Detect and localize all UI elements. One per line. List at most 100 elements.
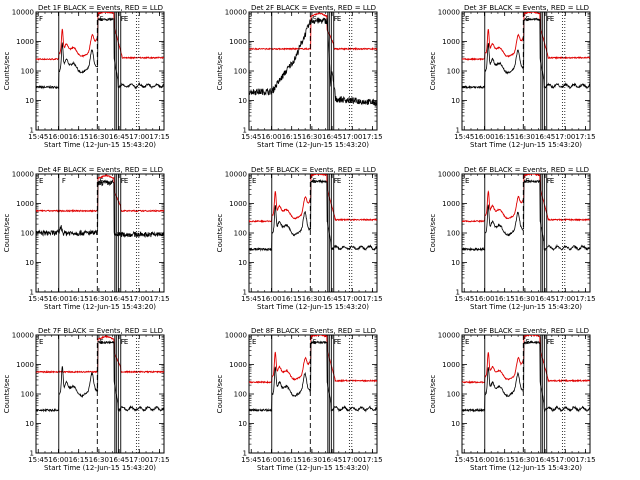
x-tick-label: 16:00 bbox=[48, 456, 68, 464]
y-tick-label: 10 bbox=[451, 259, 460, 267]
plot-frame bbox=[248, 173, 378, 293]
plot-area bbox=[462, 335, 590, 413]
y-tick-label: 1 bbox=[30, 289, 34, 297]
series-lld-line bbox=[36, 335, 164, 374]
y-tick-label: 1 bbox=[30, 450, 34, 458]
marker-letter: S bbox=[99, 15, 104, 23]
series-lld-line bbox=[462, 335, 590, 384]
plot-area bbox=[36, 335, 164, 413]
detector-panel: Det 3F BLACK = Events, RED = LLD 1 10 100 10… bbox=[429, 4, 596, 149]
series-events-line bbox=[36, 17, 164, 90]
detector-panel: Det 2F BLACK = Events, RED = LLD 1 10 100 10… bbox=[216, 4, 383, 149]
x-tick-label: 16:30 bbox=[89, 295, 109, 303]
plot-frame bbox=[248, 334, 378, 454]
x-tick-label: 17:00 bbox=[555, 133, 575, 141]
y-axis-label: Counts/sec bbox=[429, 375, 437, 414]
marker-letter: F bbox=[547, 338, 551, 346]
series-events-line bbox=[249, 340, 377, 413]
y-tick-label: 10 bbox=[451, 420, 460, 428]
x-tick-label: 16:15 bbox=[495, 456, 515, 464]
y-tick-label: 1000 bbox=[442, 38, 460, 46]
y-tick-label: 100 bbox=[447, 68, 460, 76]
y-tick-label: 1 bbox=[456, 289, 460, 297]
x-tick-label: 16:45 bbox=[322, 295, 342, 303]
marker-letter: S bbox=[525, 177, 530, 185]
x-tick-label: 16:15 bbox=[69, 133, 89, 141]
x-tick-label: 15:45 bbox=[454, 456, 474, 464]
marker-letter: S bbox=[99, 338, 104, 346]
y-tick-label: 100 bbox=[21, 230, 34, 238]
series-events-line bbox=[36, 340, 164, 413]
y-tick-label: 10 bbox=[25, 97, 34, 105]
marker-letter: E bbox=[550, 177, 554, 185]
marker-letter: E bbox=[337, 15, 341, 23]
panel-title: Det 4F BLACK = Events, RED = LLD bbox=[38, 166, 163, 174]
x-axis-label: Start Time (12-Jun-15 15:43:20) bbox=[257, 464, 369, 472]
marker-letter: S bbox=[312, 177, 317, 185]
x-tick-label: 15:45 bbox=[454, 295, 474, 303]
marker-letter: E bbox=[550, 338, 554, 346]
y-tick-label: 1000 bbox=[16, 200, 34, 208]
marker-letter: S bbox=[99, 177, 104, 185]
y-tick-label: 10000 bbox=[12, 9, 34, 17]
y-tick-label: 1000 bbox=[229, 200, 247, 208]
y-tick-label: 10 bbox=[451, 97, 460, 105]
x-tick-label: 15:45 bbox=[28, 295, 48, 303]
marker-letter: F bbox=[334, 15, 338, 23]
x-tick-label: 16:45 bbox=[535, 456, 555, 464]
plot-area bbox=[249, 12, 377, 107]
x-tick-label: 17:15 bbox=[362, 133, 382, 141]
marker-letter: F bbox=[121, 338, 125, 346]
marker-letter: E bbox=[337, 177, 341, 185]
y-axis-label: Counts/sec bbox=[429, 52, 437, 91]
x-tick-label: 17:00 bbox=[129, 295, 149, 303]
x-tick-label: 17:00 bbox=[129, 133, 149, 141]
y-tick-label: 1000 bbox=[229, 38, 247, 46]
x-tick-label: 16:45 bbox=[535, 133, 555, 141]
y-tick-label: 10 bbox=[238, 97, 247, 105]
y-tick-label: 1 bbox=[243, 289, 247, 297]
x-tick-label: 17:15 bbox=[149, 295, 169, 303]
x-tick-label: 16:30 bbox=[302, 456, 322, 464]
y-tick-label: 10000 bbox=[438, 332, 460, 340]
panel-title: Det 3F BLACK = Events, RED = LLD bbox=[464, 4, 589, 12]
x-tick-label: 16:00 bbox=[474, 295, 494, 303]
plot-area bbox=[249, 174, 377, 252]
y-axis-label: Counts/sec bbox=[216, 52, 224, 91]
marker-letter: F bbox=[334, 338, 338, 346]
panel-title: Det 2F BLACK = Events, RED = LLD bbox=[251, 4, 376, 12]
x-tick-label: 17:15 bbox=[149, 456, 169, 464]
x-tick-label: 15:45 bbox=[28, 456, 48, 464]
x-axis-label: Start Time (12-Jun-15 15:43:20) bbox=[44, 464, 156, 472]
y-tick-label: 100 bbox=[447, 230, 460, 238]
x-tick-label: 16:00 bbox=[48, 133, 68, 141]
series-events-line bbox=[249, 178, 377, 252]
marker-letter: F bbox=[334, 177, 338, 185]
marker-letter: F bbox=[121, 15, 125, 23]
series-events-line bbox=[462, 179, 590, 252]
x-tick-label: 16:30 bbox=[302, 133, 322, 141]
y-tick-label: 1 bbox=[243, 450, 247, 458]
marker-letter: E bbox=[124, 177, 128, 185]
x-tick-label: 16:00 bbox=[261, 133, 281, 141]
x-tick-label: 16:00 bbox=[48, 295, 68, 303]
x-tick-label: 15:45 bbox=[241, 456, 261, 464]
y-axis-label: Counts/sec bbox=[3, 214, 11, 253]
x-tick-label: 16:30 bbox=[515, 133, 535, 141]
y-tick-label: 10 bbox=[25, 259, 34, 267]
series-lld-line bbox=[462, 12, 590, 61]
y-tick-label: 10000 bbox=[438, 9, 460, 17]
x-tick-label: 17:15 bbox=[362, 456, 382, 464]
plot-area bbox=[462, 12, 590, 90]
x-tick-label: 17:00 bbox=[555, 456, 575, 464]
x-tick-label: 16:30 bbox=[89, 456, 109, 464]
panel-title: Det 7F BLACK = Events, RED = LLD bbox=[38, 327, 163, 335]
x-axis-label: Start Time (12-Jun-15 15:43:20) bbox=[470, 303, 582, 311]
marker-letter: E bbox=[337, 338, 341, 346]
plot-frame bbox=[35, 11, 165, 131]
y-tick-label: 1000 bbox=[442, 200, 460, 208]
y-tick-label: 10000 bbox=[225, 9, 247, 17]
series-events-line bbox=[249, 17, 377, 107]
plot-frame bbox=[248, 11, 378, 131]
